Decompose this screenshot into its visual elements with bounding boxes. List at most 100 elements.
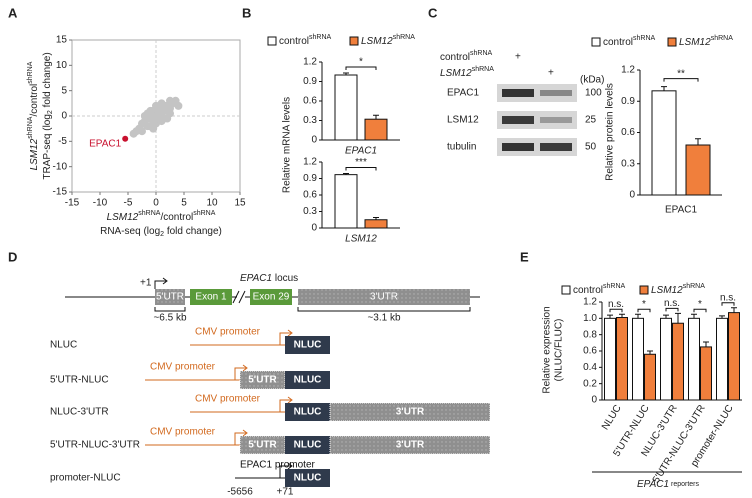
blot-plus: + xyxy=(515,52,521,63)
x-axis-label: LSM12 xyxy=(345,234,377,245)
construct-part xyxy=(285,403,330,421)
exon xyxy=(190,289,232,305)
y-tick-label: 1.0 xyxy=(583,313,597,324)
x-tick-label: 10 xyxy=(206,198,218,209)
label-part: TRAP-seq (log xyxy=(42,114,53,180)
cond: LSM12 xyxy=(440,68,472,79)
part-label: 3'UTR xyxy=(396,440,425,451)
bar xyxy=(604,317,616,401)
construct-part xyxy=(329,402,491,422)
point-label: EPAC1 xyxy=(89,138,121,149)
kda: 100 xyxy=(585,88,602,99)
point xyxy=(129,129,138,138)
y-tick-label: 0 xyxy=(591,395,597,406)
construct-part xyxy=(285,371,330,389)
legend-sup: shRNA xyxy=(711,35,734,42)
bar xyxy=(685,144,711,196)
cond-sup: shRNA xyxy=(470,50,493,57)
label-part: RNA-seq (log xyxy=(100,226,160,237)
coord: -5656 xyxy=(227,487,253,498)
x-tick-label: 5'UTR-NLUC-3'UTR xyxy=(651,403,708,485)
error-bar xyxy=(373,114,379,120)
part-label: NLUC xyxy=(294,440,322,451)
sig-label: *** xyxy=(355,157,367,168)
y-tick-label: 0 xyxy=(311,223,317,234)
blot-plus: + xyxy=(548,68,554,79)
label-part: reporters xyxy=(669,481,699,488)
exon xyxy=(250,289,292,305)
error-bar xyxy=(343,72,349,75)
sig-bracket xyxy=(721,302,735,306)
bar xyxy=(716,317,728,401)
legend-label: controlshRNA xyxy=(279,34,332,46)
kda: 25 xyxy=(585,115,597,126)
sig-label: * xyxy=(359,57,363,68)
y-tick-label: 10 xyxy=(56,60,68,71)
construct-part xyxy=(285,436,330,454)
t: locus xyxy=(272,273,298,284)
promoter-label: CMV promoter xyxy=(195,394,261,405)
kda-header: (kDa) xyxy=(580,75,604,86)
y-tick-label: 0.9 xyxy=(303,76,317,87)
band-label: tubulin xyxy=(447,142,476,153)
y-tick-label: 0 xyxy=(311,135,317,146)
part-label: NLUC xyxy=(294,375,322,386)
cond-sup: shRNA xyxy=(472,66,495,73)
y-tick-label: 0.2 xyxy=(583,378,597,389)
legend-sup: shRNA xyxy=(309,34,332,41)
panel-label: A xyxy=(8,5,18,20)
label-part: LSM12 xyxy=(107,212,139,223)
construct-name: NLUC-3'UTR xyxy=(50,407,109,418)
legend-name: LSM12 xyxy=(361,36,393,47)
error-bar xyxy=(373,217,379,220)
legend-swatch xyxy=(667,37,677,47)
label-part: /control xyxy=(29,84,40,117)
panel-label: E xyxy=(520,249,529,264)
part-label: NLUC xyxy=(294,407,322,418)
promoter-label: CMV promoter xyxy=(150,427,216,438)
legend-label: controlshRNA xyxy=(603,35,656,47)
label-part: shRNA xyxy=(27,61,34,84)
error-bar xyxy=(647,350,653,355)
promoter-arrow xyxy=(145,429,248,446)
promoter-arrow xyxy=(190,396,293,413)
y-tick-label: -5 xyxy=(58,136,67,147)
axis-label: EPAC1 reporters xyxy=(637,479,700,490)
x-tick-label: -15 xyxy=(65,198,80,209)
sig-bracket xyxy=(663,78,699,82)
y-tick-label: 1.2 xyxy=(621,65,635,76)
promoter-arrow xyxy=(145,364,248,381)
sig-bracket xyxy=(345,66,377,71)
sig-bracket xyxy=(637,308,651,313)
axis-label: LSM12shRNA/controlshRNA xyxy=(27,61,39,170)
utr3 xyxy=(298,289,470,305)
x-tick-label: -5 xyxy=(124,198,133,209)
utr5 xyxy=(155,289,185,305)
label-part: fold change) xyxy=(42,52,53,110)
y-tick-label: 0.3 xyxy=(621,158,635,169)
construct-part xyxy=(285,336,330,354)
legend-name: LSM12 xyxy=(679,37,711,48)
label-part: 2 xyxy=(47,110,54,114)
sig-label: ** xyxy=(677,68,685,79)
error-bar xyxy=(607,314,613,319)
bar xyxy=(334,74,358,141)
bar xyxy=(334,174,358,229)
y-tick-label: 0.9 xyxy=(621,96,635,107)
construct-name: NLUC xyxy=(50,340,77,351)
error-bar xyxy=(691,313,697,319)
label-part: /control xyxy=(160,212,193,223)
legend-name: control xyxy=(279,36,309,47)
legend-label: LSM12shRNA xyxy=(651,283,705,295)
label-part: EPAC1 xyxy=(637,479,669,490)
bar xyxy=(728,312,740,401)
bar xyxy=(364,219,388,229)
sig-bracket xyxy=(693,308,707,313)
t: EPAC1 xyxy=(240,273,272,284)
blot-condition: controlshRNA xyxy=(440,50,493,62)
point xyxy=(166,96,174,105)
panel-label: D xyxy=(8,249,17,264)
legend-label: LSM12shRNA xyxy=(679,35,733,47)
locus-title: EPAC1 locus xyxy=(240,273,298,284)
point xyxy=(138,127,146,136)
